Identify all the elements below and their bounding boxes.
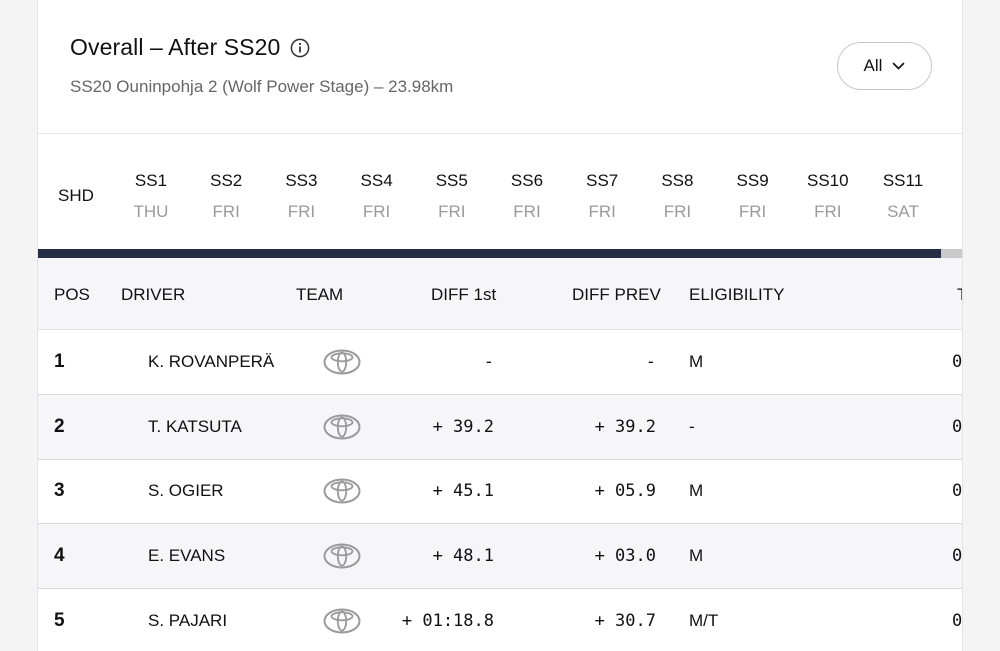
toyota-logo-icon [323,543,361,569]
stage-day: FRI [814,202,842,221]
stage-name: SS2 [210,171,243,190]
column-driver[interactable]: DRIVER [121,285,186,304]
info-icon[interactable] [290,38,310,58]
stage-tab-6[interactable]: SS6 FRI [492,171,562,222]
stage-name: SS8 [661,171,694,190]
eligibility-cell: M/T [689,610,719,630]
position-cell: 3 [54,480,65,502]
column-cut[interactable]: T [957,285,962,305]
position-cell: 2 [54,415,65,437]
filter-label: All [863,56,883,75]
eligibility-cell: M [689,546,704,566]
eligibility-cell: M [689,352,704,371]
stage-day: FRI [438,202,466,221]
stage-name: S [943,171,962,191]
table-row[interactable]: 3 S. OGIER + 45.1 + 05.9 M 0 [38,459,963,525]
table-header: POS DRIVER TEAM DIFF 1st DIFF PREV ELIGI… [38,258,962,330]
stage-day: THU [133,202,169,221]
column-pos[interactable]: POS [54,285,90,304]
driver-cell[interactable]: E. EVANS [148,546,226,566]
stage-name: SS3 [285,171,318,190]
diff-first-cell: + 01:18.8 [401,610,494,631]
cut-cell: 0 [952,546,963,567]
results-header: Overall – After SS20 SS20 Ouninpohja 2 (… [38,0,962,134]
column-eligibility[interactable]: ELIGIBILITY [689,285,785,304]
diff-prev-cell: + 05.9 [594,481,656,502]
shd-label[interactable]: SHD [58,186,94,205]
stage-tab-5[interactable]: SS5 FRI [417,171,487,222]
toyota-logo-icon [323,414,361,440]
scroll-progress-fill [38,249,941,258]
stage-tab-4[interactable]: SS4 FRI [342,171,412,222]
filter-dropdown-button[interactable]: All [837,42,932,90]
stage-day: SAT [887,202,919,221]
stage-tab-10[interactable]: SS10 FRI [793,171,863,222]
diff-prev-cell: + 03.0 [594,546,656,567]
stage-tab-12[interactable]: S [943,171,962,202]
stage-day: FRI [287,202,316,221]
driver-cell[interactable]: K. ROVANPERÄ [148,352,275,371]
title-row: Overall – After SS20 [70,34,310,61]
cut-cell: 0 [952,610,963,631]
stage-day: FRI [513,202,541,221]
cut-cell: 0 [952,416,963,437]
stage-name: SS10 [807,171,849,190]
stage-name: SS7 [586,171,619,190]
stage-tab-8[interactable]: SS8 FRI [642,171,712,222]
results-card: Overall – After SS20 SS20 Ouninpohja 2 (… [37,0,963,651]
page-title: Overall – After SS20 [70,34,281,60]
stage-subtitle: SS20 Ouninpohja 2 (Wolf Power Stage) – 2… [70,77,454,96]
column-diff-prev[interactable]: DIFF PREV [572,285,661,304]
stage-day: FRI [738,202,767,221]
stage-tab-7[interactable]: SS7 FRI [567,171,637,222]
stage-name: SS9 [736,171,769,190]
diff-first-cell: + 39.2 [432,416,494,437]
stage-day: FRI [362,202,391,221]
diff-first-cell: - [483,352,494,372]
position-cell: 5 [54,609,65,631]
stage-tab-9[interactable]: SS9 FRI [718,171,788,222]
toyota-logo-icon [323,349,361,375]
driver-cell[interactable]: T. KATSUTA [148,416,242,436]
diff-first-cell: + 48.1 [432,546,494,567]
stage-selector: SHD SS1 THU SS2 FRI SS3 FRI SS4 FRI SS5 FRI SS6 FRI… [38,135,962,249]
diff-prev-cell: - [645,352,656,372]
stage-day: FRI [588,202,616,221]
column-diff-first[interactable]: DIFF 1st [431,285,497,304]
toyota-logo-icon [323,608,361,634]
diff-first-cell: + 45.1 [432,481,494,502]
stage-name: SS4 [360,171,393,190]
cut-cell: 0 [952,352,963,372]
stage-name: SS11 [882,171,924,190]
diff-prev-cell: + 39.2 [594,416,656,437]
stage-name: SS1 [134,171,168,190]
stage-day: FRI [663,202,692,221]
table-row[interactable]: 2 T. KATSUTA + 39.2 + 39.2 - 0 [38,394,963,460]
table-row[interactable]: 1 K. ROVANPERÄ - - M 0 [38,330,963,395]
stage-name: SS5 [435,171,468,190]
position-cell: 1 [54,351,65,372]
eligibility-cell: - [689,416,695,436]
stage-tab-2[interactable]: SS2 FRI [191,171,261,222]
position-cell: 4 [54,545,65,567]
stage-tab-1[interactable]: SS1 THU [116,171,186,222]
diff-prev-cell: + 30.7 [594,610,656,631]
table-row[interactable]: 4 E. EVANS + 48.1 + 03.0 M 0 [38,524,963,590]
cut-cell: 0 [952,481,963,502]
driver-cell[interactable]: S. PAJARI [148,610,228,630]
stage-name: SS6 [510,171,544,190]
chevron-down-icon [893,62,905,70]
eligibility-cell: M [689,481,704,501]
driver-cell[interactable]: S. OGIER [148,481,224,501]
stage-tab-11[interactable]: SS11 SAT [868,171,938,222]
stage-tab-3[interactable]: SS3 FRI [266,171,336,222]
stage-day: FRI [212,202,240,221]
toyota-logo-icon [323,478,361,504]
scroll-progress-bar[interactable] [38,249,962,258]
column-team[interactable]: TEAM [296,285,344,304]
table-row[interactable]: 5 S. PAJARI + 01:18.8 + 30.7 M/T 0 [38,589,963,651]
